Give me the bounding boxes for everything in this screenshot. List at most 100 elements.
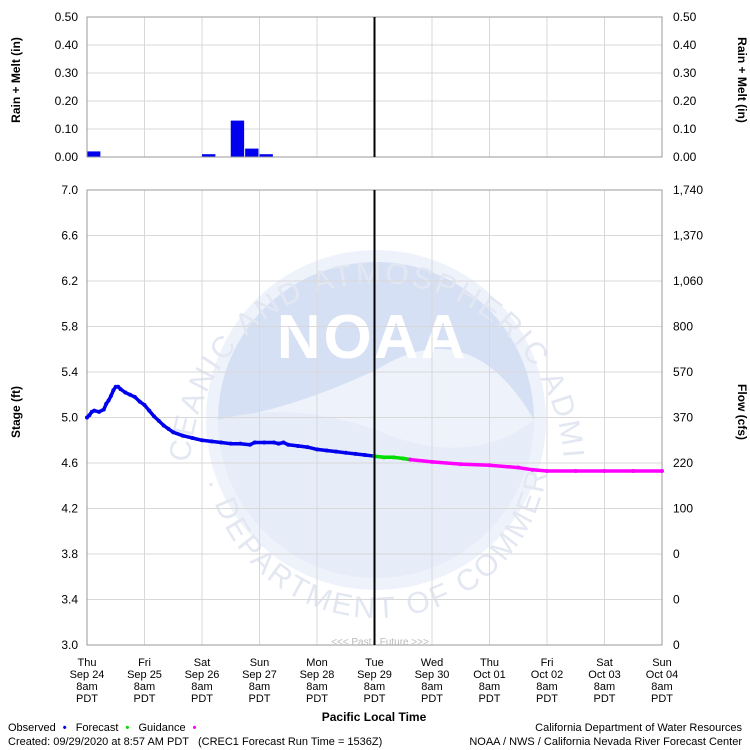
stage-ytick-left: 5.8 — [61, 320, 78, 334]
x-tick-label: Fri Oct 02 8am PDT — [531, 657, 563, 705]
legend-observed-swatch: • — [62, 722, 67, 734]
series-point — [166, 426, 171, 431]
series-point — [161, 423, 166, 428]
x-tick-line: PDT — [134, 693, 156, 705]
x-tick-line: Sep 26 — [185, 669, 220, 681]
series-point — [190, 435, 195, 440]
agency-line-1: California Department of Water Resources — [535, 722, 742, 734]
watermark-logo-text: NOAA — [277, 303, 468, 372]
series-point — [200, 438, 204, 443]
series-point — [530, 467, 535, 472]
series-point — [111, 388, 116, 393]
x-tick-line: Oct 02 — [531, 669, 563, 681]
agency-line-2: NOAA / NWS / California Nevada River For… — [469, 736, 742, 748]
precip-y-axis-right: 0.00 0.10 0.20 0.30 0.40 0.50 — [673, 10, 697, 164]
series-point — [276, 441, 281, 446]
series-point — [142, 402, 147, 407]
series-point — [252, 440, 257, 445]
x-tick-line: Sun — [652, 657, 672, 669]
series-point — [295, 443, 300, 448]
x-tick-line: 8am — [479, 681, 500, 693]
stage-ytick-right: 800 — [673, 320, 693, 334]
x-tick-line: Sep 25 — [127, 669, 162, 681]
series-point — [123, 390, 128, 395]
precip-ytick-right: 0.40 — [673, 38, 697, 52]
x-tick-line: Oct 04 — [646, 669, 678, 681]
x-tick-line: 8am — [191, 681, 212, 693]
stage-ytick-left: 3.8 — [61, 547, 78, 561]
x-tick-label: Sun Sep 27 8am PDT — [242, 657, 277, 705]
series-point — [516, 465, 521, 470]
x-tick-line: Oct 03 — [588, 669, 620, 681]
series-point — [156, 418, 161, 423]
x-tick-line: Tue — [365, 657, 384, 669]
x-tick-line: Sep 24 — [70, 669, 105, 681]
series-point — [458, 462, 463, 467]
series-point — [401, 456, 406, 461]
stage-ytick-left: 6.2 — [61, 274, 78, 288]
series-point — [487, 463, 492, 468]
stage-ytick-left: 5.4 — [61, 365, 78, 379]
x-tick-line: Fri — [541, 657, 554, 669]
x-tick-label: Tue Sep 29 8am PDT — [357, 657, 392, 705]
legend-forecast-label: Forecast — [75, 722, 119, 734]
x-tick-line: 8am — [421, 681, 442, 693]
precip-y-axis-left: 0.00 0.10 0.20 0.30 0.40 0.50 — [55, 10, 79, 164]
series-point — [660, 468, 664, 473]
precip-ytick-right: 0.30 — [673, 66, 697, 80]
x-tick-label: Sat Sep 26 8am PDT — [185, 657, 220, 705]
legend: Observed • Forecast • Guidance • — [8, 722, 196, 734]
x-tick-line: Sun — [250, 657, 270, 669]
stage-y-axis-right: 0 0 0 100 220 370 570 800 1,060 1,370 1,740 — [673, 183, 703, 652]
x-tick-label: Thu Oct 01 8am PDT — [473, 657, 505, 705]
precip-bar — [202, 154, 216, 157]
legend-guidance-swatch: • — [192, 722, 197, 734]
precip-ytick-right: 0.20 — [673, 94, 697, 108]
precip-ytick-right: 0.10 — [673, 122, 697, 136]
series-point — [353, 451, 358, 456]
series-point — [362, 453, 367, 458]
stage-ytick-right: 1,370 — [673, 229, 703, 243]
x-tick-line: PDT — [364, 693, 386, 705]
stage-ytick-left: 7.0 — [61, 183, 78, 197]
series-point — [101, 407, 106, 412]
series-point — [334, 449, 339, 454]
series-point — [108, 393, 113, 398]
series-point — [408, 457, 413, 462]
series-point — [180, 433, 185, 438]
x-tick-label: Thu Sep 24 8am PDT — [70, 657, 105, 705]
series-point — [238, 441, 243, 446]
x-tick-line: Sat — [596, 657, 613, 669]
x-tick-line: Sat — [194, 657, 211, 669]
x-tick-line: Thu — [480, 657, 499, 669]
x-tick-line: PDT — [249, 693, 271, 705]
series-point — [602, 468, 607, 473]
stage-y-axis-left: 3.0 3.4 3.8 4.2 4.6 5.0 5.4 5.8 6.2 6.6 7.0 — [61, 183, 78, 652]
x-tick-label: Wed Sep 30 8am PDT — [415, 657, 450, 705]
series-point — [219, 440, 224, 445]
stage-ytick-right: 0 — [673, 638, 680, 652]
stage-ytick-left: 6.6 — [61, 229, 78, 243]
series-point — [92, 408, 97, 413]
x-tick-line: PDT — [191, 693, 213, 705]
stage-ytick-left: 4.6 — [61, 456, 78, 470]
noaa-watermark: NOAA NATIONAL OCEANIC AND ATMOSPHERIC AD… — [0, 0, 587, 625]
series-point — [118, 387, 123, 392]
legend-observed-label: Observed — [8, 722, 56, 734]
x-tick-line: Wed — [421, 657, 443, 669]
x-tick-line: 8am — [134, 681, 155, 693]
stage-ytick-right: 0 — [673, 593, 680, 607]
x-tick-line: PDT — [421, 693, 443, 705]
stage-ytick-right: 1,740 — [673, 183, 703, 197]
precip-bar — [259, 154, 273, 157]
stage-ytick-right: 100 — [673, 502, 693, 516]
series-point — [262, 440, 267, 445]
x-tick-line: 8am — [536, 681, 557, 693]
x-tick-line: Sep 27 — [242, 669, 277, 681]
series-point — [247, 442, 252, 447]
series-point — [573, 468, 578, 473]
series-point — [281, 440, 286, 445]
precip-bar — [245, 148, 259, 157]
